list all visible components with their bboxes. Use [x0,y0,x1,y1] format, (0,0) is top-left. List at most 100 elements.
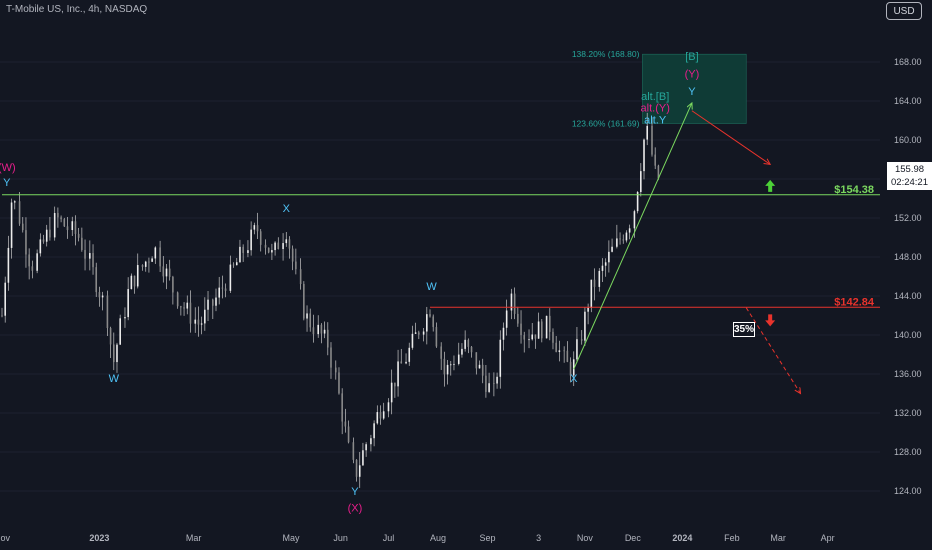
candle [320,323,323,344]
candle [640,163,642,197]
candle [414,322,417,335]
candle [39,233,42,257]
last-price: 155.98 [894,164,925,175]
candle [566,341,569,363]
candle [576,327,578,363]
candle [21,217,24,233]
x-tick-label: 3 [536,533,541,543]
x-tick-label: Jul [383,533,395,543]
candle [31,260,34,279]
candle [74,215,77,246]
y-tick-label: 136.00 [894,369,922,379]
candle [338,367,340,395]
candle [555,336,557,353]
wave-label: alt.Y [644,114,667,126]
candle [291,245,294,271]
candle [49,217,51,241]
candle [235,257,238,266]
candle [593,268,596,301]
currency-button[interactable]: USD [886,2,922,20]
candle [18,192,21,226]
candle [616,224,618,249]
candle [545,315,548,339]
candle-series [1,112,660,488]
candle [563,346,565,363]
candle [379,405,382,425]
x-tick-label: Nov [577,533,594,543]
candle [212,298,214,320]
candle [144,260,147,272]
candle [513,287,516,320]
candle [502,322,505,351]
candle [295,248,297,275]
candle [643,138,645,180]
candle [611,238,613,253]
level-label-resistance: $154.38 [834,184,874,196]
candle [7,235,10,291]
candle [590,279,593,313]
candle [277,237,280,250]
arrow-up-icon [765,179,776,192]
candle [60,215,62,223]
candle [418,330,420,340]
candle [189,290,192,333]
candle [387,398,390,418]
candle [10,198,13,259]
candle [247,240,249,258]
candle [45,224,48,247]
x-tick-label: May [283,533,301,543]
candle [517,306,519,327]
candle [176,291,179,309]
candle [288,236,291,259]
bar-countdown: 02:24:21 [891,177,928,188]
candle [429,309,431,318]
candle [651,117,653,157]
wave-label: alt.(Y) [641,103,670,115]
candle [347,420,350,444]
candle [197,306,200,337]
candle [330,342,332,379]
candle [1,307,3,318]
candle [334,360,337,380]
candle [274,241,276,256]
price-axis[interactable]: 124.00 128.00 132.00 136.00 140.00 144.00 148.… [894,57,922,496]
candle [259,229,262,252]
candle [488,372,490,394]
candle [654,147,656,170]
candle [84,239,86,271]
candle [13,200,16,210]
candle [604,258,607,277]
x-tick-label: Mar [770,533,786,543]
candle [499,330,502,389]
candle [422,328,425,342]
candle [505,299,508,336]
candle [207,290,209,322]
candle [180,305,182,316]
candle [365,442,367,457]
candle [159,240,161,273]
candle [531,323,534,341]
candle [28,248,30,280]
candle [242,244,244,262]
x-tick-label: Dec [625,533,642,543]
candle [461,343,463,358]
candle [253,222,256,235]
grid [0,61,880,492]
candle [496,372,498,389]
candle [326,322,329,356]
candle [598,268,601,292]
candle [528,329,530,349]
fib-label: 138.20% (168.80) [572,49,640,59]
candle [172,275,174,305]
last-price-tag: 155.98 02:24:21 [887,162,932,190]
fib-label: 123.60% (161.69) [572,119,640,129]
candle [481,358,484,384]
candle [323,321,326,339]
candle [580,330,583,345]
time-axis[interactable]: Nov 2023 Mar May Jun Jul Aug Sep 3 Nov Dec 2024 Feb M… [0,533,835,543]
candle [470,345,473,358]
candle [194,307,197,333]
candle [63,217,66,227]
candle [36,249,38,274]
